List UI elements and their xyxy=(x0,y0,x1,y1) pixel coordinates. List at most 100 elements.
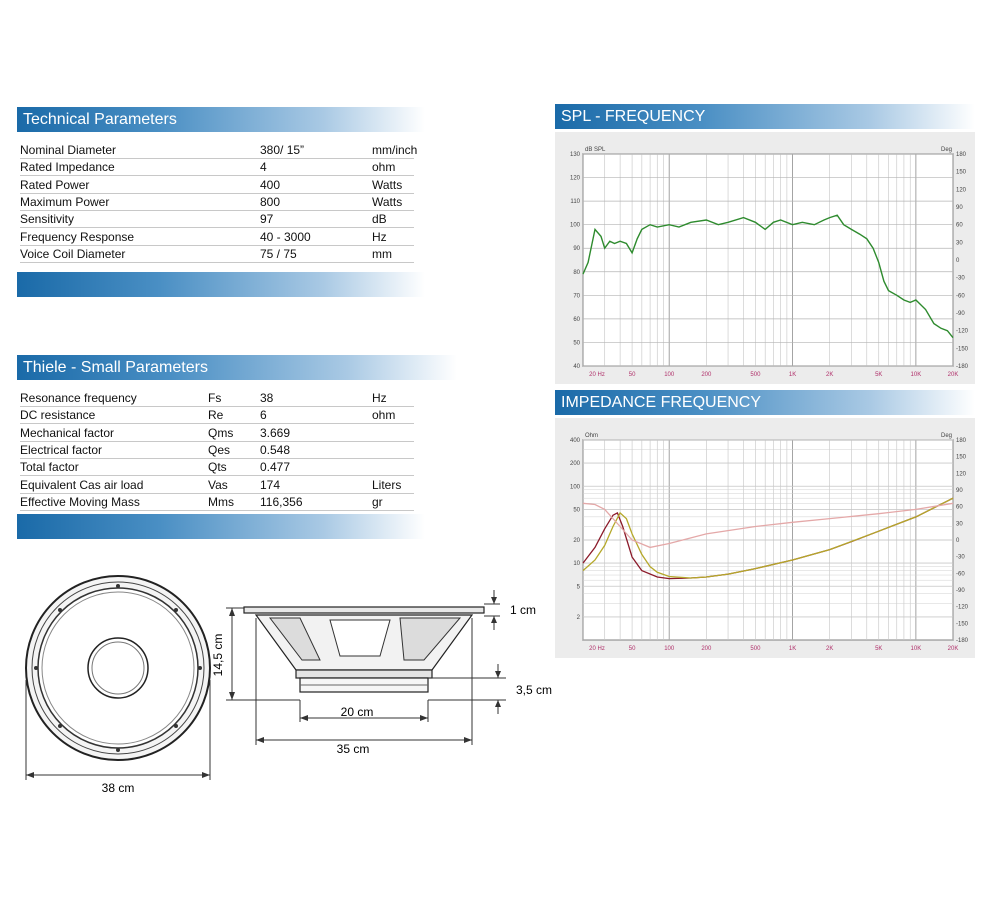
y2-tick-label: -120 xyxy=(956,329,969,335)
param-unit: Liters xyxy=(372,477,402,492)
y-tick-label: 400 xyxy=(570,438,581,444)
spl-frequency-title: SPL - FREQUENCY xyxy=(561,108,706,125)
param-unit: ohm xyxy=(372,408,396,423)
param-value: 174 xyxy=(260,477,281,492)
param-value: 75 / 75 xyxy=(260,246,297,261)
param-value: 3.669 xyxy=(260,425,291,440)
param-row: Resonance frequency Fs 38 Hz xyxy=(20,390,414,407)
param-row: Voice Coil Diameter 75 / 75 mm xyxy=(20,246,414,263)
param-unit: Watts xyxy=(372,177,403,192)
param-value: 38 xyxy=(260,391,274,405)
param-name: Mechanical factor xyxy=(20,425,115,440)
magnet-height-label: 3,5 cm xyxy=(516,683,552,697)
y-tick-label: 110 xyxy=(570,199,580,205)
param-unit: ohm xyxy=(372,160,396,175)
param-row: Electrical factor Qes 0.548 xyxy=(20,442,414,459)
param-name: Total factor xyxy=(20,460,79,475)
flange-label: 1 cm xyxy=(510,603,536,617)
impedance-frequency-banner: IMPEDANCE FREQUENCY xyxy=(555,390,975,415)
technical-parameters-title: Technical Parameters xyxy=(23,111,177,128)
y-axis-label: Ohm xyxy=(585,433,598,439)
x-tick-label: 200 xyxy=(701,646,712,652)
x-tick-label: 20K xyxy=(948,372,959,378)
param-value: 97 xyxy=(260,212,274,227)
param-unit: dB xyxy=(372,212,387,227)
impedance-frequency-title: IMPEDANCE FREQUENCY xyxy=(561,394,762,411)
y2-tick-label: 90 xyxy=(956,488,963,494)
y2-tick-label: -30 xyxy=(956,276,965,282)
y2-axis-label: Deg xyxy=(941,433,952,439)
param-row: Rated Power 400 Watts xyxy=(20,177,414,194)
y2-tick-label: -180 xyxy=(956,638,969,644)
y2-tick-label: 150 xyxy=(956,170,967,176)
y-tick-label: 120 xyxy=(570,176,581,182)
y-tick-label: 50 xyxy=(573,340,580,346)
series-line-0 xyxy=(582,214,954,339)
y-tick-label: 5 xyxy=(577,584,581,590)
param-unit: gr xyxy=(372,494,383,509)
y2-tick-label: -90 xyxy=(956,588,965,594)
param-name: Sensitivity xyxy=(20,212,75,227)
impedance-chart-panel: 20 Hz 50 100 200 500 1K 2K 5K 10K 20K 400 200 100 50 2… xyxy=(555,418,975,658)
impedance-frequency-chart: 20 Hz 50 100 200 500 1K 2K 5K 10K 20K400200100502… xyxy=(570,433,969,652)
front-diameter-label: 38 cm xyxy=(102,781,135,795)
y-tick-label: 2 xyxy=(577,615,581,621)
param-value: 400 xyxy=(260,177,281,192)
x-tick-label: 5K xyxy=(875,372,882,378)
y2-tick-label: -90 xyxy=(956,311,965,317)
x-tick-label: 1K xyxy=(789,372,796,378)
param-value: 6 xyxy=(260,408,267,423)
x-tick-label: 50 xyxy=(629,646,636,652)
param-symbol: Qms xyxy=(208,425,234,440)
param-symbol: Vas xyxy=(208,477,228,492)
param-value: 0.477 xyxy=(260,460,291,475)
y2-tick-label: -60 xyxy=(956,571,965,577)
x-tick-label: 20 Hz xyxy=(589,646,605,652)
y2-tick-label: 0 xyxy=(956,538,960,544)
param-unit: mm xyxy=(372,246,392,261)
y-tick-label: 70 xyxy=(573,293,580,299)
param-name: DC resistance xyxy=(20,408,96,423)
y-tick-label: 50 xyxy=(573,507,580,513)
param-symbol: Mms xyxy=(208,494,234,509)
series-line-1 xyxy=(582,497,954,579)
param-name: Effective Moving Mass xyxy=(20,494,140,509)
param-value: 800 xyxy=(260,194,281,209)
y-tick-label: 80 xyxy=(573,270,580,276)
param-row: Mechanical factor Qms 3.669 xyxy=(20,425,414,442)
y2-tick-label: 0 xyxy=(956,258,960,264)
x-tick-label: 20 Hz xyxy=(589,372,605,378)
param-name: Rated Power xyxy=(20,177,90,192)
param-name: Rated Impedance xyxy=(20,160,115,175)
y2-axis-label: Deg xyxy=(941,147,952,153)
y2-tick-label: -60 xyxy=(956,293,965,299)
param-row: Equivalent Cas air load Vas 174 Liters xyxy=(20,477,414,494)
series-line-2 xyxy=(582,502,954,549)
param-row: Frequency Response 40 - 3000 Hz xyxy=(20,229,414,246)
thiele-small-title: Thiele - Small Parameters xyxy=(23,359,208,376)
technical-footer-bar xyxy=(17,272,425,297)
y-tick-label: 100 xyxy=(570,223,581,229)
y2-tick-label: 60 xyxy=(956,505,963,511)
param-unit: Watts xyxy=(372,194,403,209)
x-tick-label: 500 xyxy=(750,646,761,652)
param-unit: Hz xyxy=(372,229,387,244)
body-diameter-label: 35 cm xyxy=(337,742,370,756)
param-symbol: Qts xyxy=(208,460,227,475)
x-tick-label: 1K xyxy=(789,646,796,652)
y2-tick-label: 30 xyxy=(956,521,963,527)
param-value: 40 - 3000 xyxy=(260,229,311,244)
y-tick-label: 130 xyxy=(570,152,581,158)
x-tick-label: 10K xyxy=(911,372,922,378)
spl-frequency-chart: 20 Hz 50 100 200 500 1K 2K 5K 10K 20K130120110100… xyxy=(570,147,969,378)
spl-chart-panel: 20 Hz 50 100 200 500 1K 2K 5K 10K 20K 130 120 110 100… xyxy=(555,132,975,384)
param-name: Maximum Power xyxy=(20,194,110,209)
y-tick-label: 40 xyxy=(573,364,580,370)
y2-tick-label: -30 xyxy=(956,555,965,561)
y2-tick-label: 180 xyxy=(956,152,967,158)
y2-tick-label: 120 xyxy=(956,471,967,477)
x-tick-label: 2K xyxy=(826,372,833,378)
param-row: Total factor Qts 0.477 xyxy=(20,459,414,477)
spl-frequency-banner: SPL - FREQUENCY xyxy=(555,104,975,129)
param-value: 4 xyxy=(260,160,267,175)
